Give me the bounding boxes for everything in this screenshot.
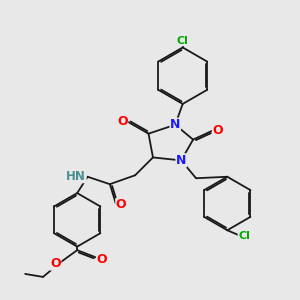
Text: N: N (176, 154, 186, 167)
Text: O: O (97, 253, 107, 266)
Text: N: N (170, 118, 181, 131)
Text: Cl: Cl (238, 231, 250, 241)
Text: O: O (116, 199, 127, 212)
Text: O: O (117, 115, 128, 128)
Text: O: O (212, 124, 223, 137)
Text: O: O (50, 257, 61, 270)
Text: HN: HN (66, 170, 86, 183)
Text: Cl: Cl (177, 36, 189, 46)
